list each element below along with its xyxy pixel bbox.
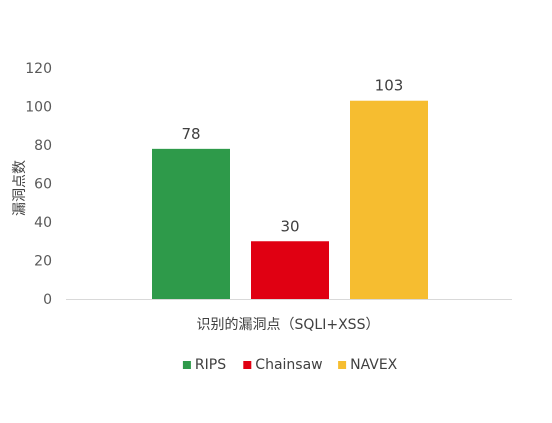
legend-swatch-chainsaw [243,361,252,369]
y-tick-label: 60 [34,177,52,193]
data-label-chainsaw: 30 [280,217,299,235]
bar-navex [350,100,428,299]
y-axis-ticks: 0 20 40 60 80 100 120 [25,61,52,308]
y-tick-label: 20 [34,254,52,270]
y-axis-title: 漏洞点数 [12,160,28,216]
legend-label-chainsaw: Chainsaw [255,357,322,373]
x-axis-title: 识别的漏洞点（SQLI+XSS） [197,317,380,333]
y-tick-label: 40 [34,215,52,231]
bar-chainsaw [251,241,329,299]
y-tick-label: 100 [25,100,52,116]
legend-label-navex: NAVEX [350,357,398,373]
data-label-navex: 103 [375,77,404,95]
legend-swatch-rips [182,361,191,369]
y-tick-label: 0 [43,292,52,308]
bar-rips [152,148,230,299]
data-labels-group: 78 30 103 [181,77,403,236]
y-tick-label: 80 [34,138,52,154]
data-label-rips: 78 [181,125,200,143]
legend: RIPS Chainsaw NAVEX [182,357,398,373]
legend-swatch-navex [338,361,347,369]
legend-label-rips: RIPS [195,357,226,373]
y-tick-label: 120 [25,61,52,77]
bars-group [152,100,428,299]
